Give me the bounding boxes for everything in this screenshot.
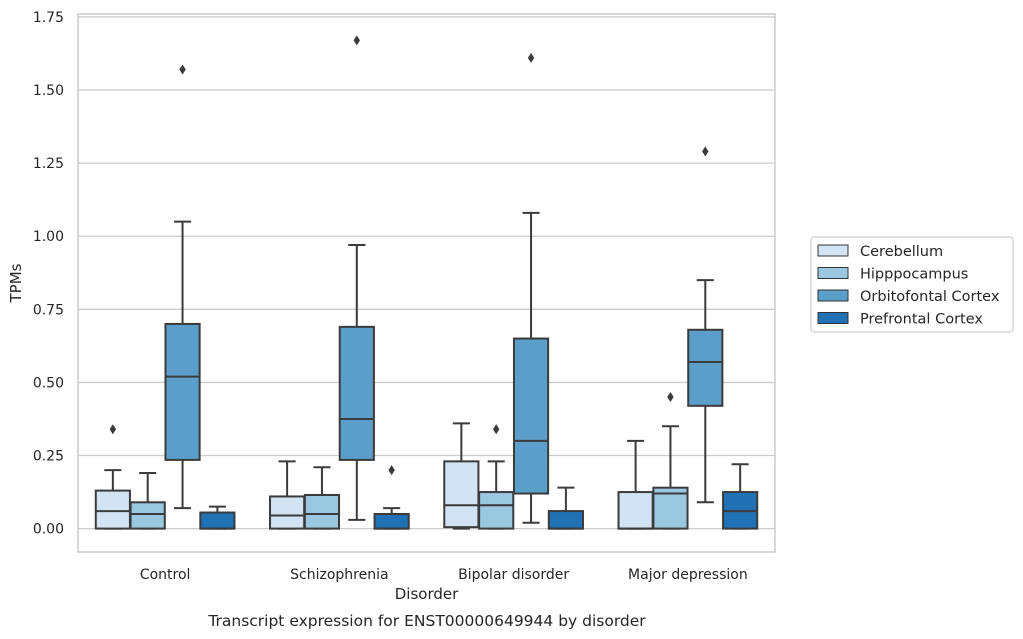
box-schizophrenia-prefrontal-cortex bbox=[373, 465, 410, 530]
box bbox=[129, 501, 166, 530]
legend-label: Cerebellum bbox=[860, 244, 943, 260]
box-major-depression-orbitofontal-cortex bbox=[687, 146, 724, 504]
y-tick-label: 1.00 bbox=[33, 229, 64, 245]
box bbox=[269, 495, 306, 530]
box bbox=[478, 491, 515, 530]
y-axis: 0.00 0.25 0.50 0.75 1.00 1.25 1.50 1.75 bbox=[33, 10, 64, 538]
legend-frame bbox=[810, 236, 1014, 333]
outlier-point bbox=[527, 52, 535, 63]
y-tick-label: 0.75 bbox=[33, 302, 64, 318]
box bbox=[687, 328, 724, 407]
box-bipolar-disorder-orbitofontal-cortex bbox=[512, 52, 550, 524]
box bbox=[512, 337, 550, 495]
box-control-orbitofontal-cortex bbox=[164, 64, 201, 510]
x-tick-label: Bipolar disorder bbox=[458, 567, 569, 583]
x-axis: Control Schizophrenia Bipolar disorder Majo… bbox=[140, 567, 748, 583]
outlier-point bbox=[667, 392, 674, 403]
box bbox=[443, 460, 480, 529]
y-tick-label: 1.25 bbox=[33, 156, 64, 172]
legend-label: Hipppocampus bbox=[860, 267, 968, 283]
chart-caption: Transcript expression for ENST0000064994… bbox=[207, 612, 646, 630]
y-tick-label: 0.00 bbox=[33, 522, 64, 538]
x-tick-label: Major depression bbox=[628, 567, 748, 583]
box bbox=[547, 510, 584, 530]
box-major-depression-hipppocampus bbox=[652, 392, 689, 530]
box-schizophrenia-cerebellum bbox=[269, 460, 306, 530]
plot-frame bbox=[77, 13, 776, 553]
box-schizophrenia-hipppocampus bbox=[303, 466, 341, 530]
x-tick-label: Control bbox=[140, 567, 191, 583]
legend: Cerebellum Hipppocampus Orbitofontal Corte… bbox=[810, 236, 1014, 333]
legend-swatch bbox=[817, 289, 849, 302]
legend-label: Orbitofontal Cortex bbox=[860, 289, 1000, 305]
box-control-prefrontal-cortex bbox=[199, 505, 236, 530]
box bbox=[199, 511, 236, 530]
box bbox=[303, 493, 341, 530]
boxes bbox=[94, 35, 759, 530]
outlier-point bbox=[702, 146, 709, 157]
box-control-cerebellum bbox=[94, 424, 131, 530]
outlier-point bbox=[109, 424, 117, 435]
legend-swatch bbox=[817, 312, 849, 324]
outlier-point bbox=[353, 35, 360, 46]
box bbox=[338, 325, 375, 461]
outlier-point bbox=[388, 465, 395, 476]
box-control-hipppocampus bbox=[129, 472, 166, 530]
box bbox=[617, 491, 654, 530]
box-bipolar-disorder-prefrontal-cortex bbox=[547, 486, 584, 530]
box bbox=[373, 512, 410, 530]
box-major-depression-cerebellum bbox=[617, 439, 654, 530]
x-tick-label: Schizophrenia bbox=[290, 567, 388, 583]
legend-swatch bbox=[817, 244, 849, 257]
legend-swatch bbox=[817, 267, 849, 279]
box-schizophrenia-orbitofontal-cortex bbox=[338, 35, 375, 521]
outlier-point bbox=[179, 64, 186, 75]
box bbox=[164, 322, 201, 461]
y-tick-label: 0.25 bbox=[33, 449, 64, 465]
y-axis-label: TPMs bbox=[7, 263, 25, 303]
x-axis-label: Disorder bbox=[395, 585, 459, 603]
box-major-depression-prefrontal-cortex bbox=[722, 463, 759, 530]
y-tick-label: 1.50 bbox=[33, 83, 64, 99]
outlier-point bbox=[493, 424, 500, 435]
box-bipolar-disorder-cerebellum bbox=[443, 422, 480, 530]
box-bipolar-disorder-hipppocampus bbox=[478, 424, 515, 530]
legend-label: Prefrontal Cortex bbox=[860, 312, 983, 328]
box bbox=[94, 489, 131, 530]
y-tick-label: 0.50 bbox=[33, 375, 64, 391]
y-tick-label: 1.75 bbox=[33, 10, 64, 26]
